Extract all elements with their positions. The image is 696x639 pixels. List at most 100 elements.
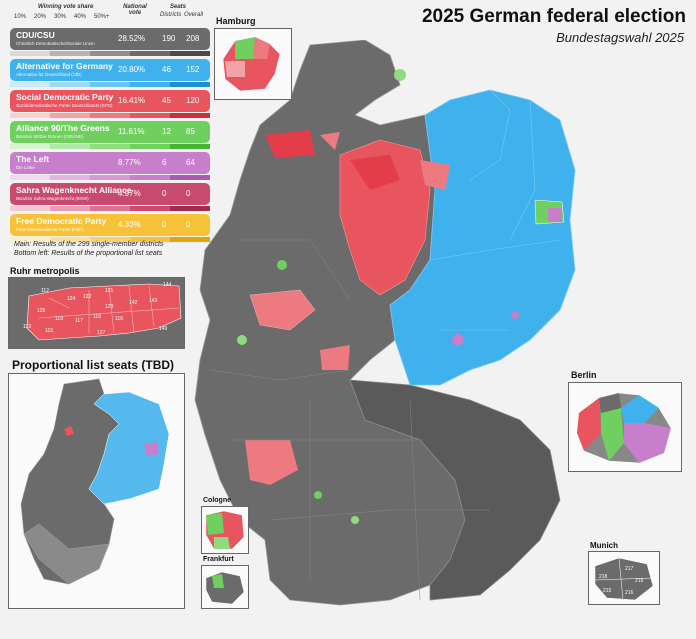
hamburg-label: Hamburg	[216, 16, 256, 26]
munich-label: Munich	[590, 541, 618, 550]
ruhr-district-label: 149	[159, 326, 168, 332]
legend-shade-swatch	[170, 237, 210, 242]
legend-shade-swatch	[130, 237, 170, 242]
legend-party-overall: 85	[186, 127, 195, 136]
legend-party-6: Free Democratic Party Freie Demokratische…	[10, 214, 210, 236]
legend-party-overall: 0	[186, 220, 191, 229]
legend-party-districts: 190	[162, 34, 176, 43]
legend-shade-bar	[10, 51, 210, 56]
legend-shade-swatch	[170, 206, 210, 211]
map-subtitle: Bundestagswahl 2025	[556, 30, 684, 45]
legend-shade-bar	[10, 82, 210, 87]
legend-shade-bar	[10, 237, 210, 242]
ruhr-district-label: 115	[45, 328, 53, 334]
munich-district-label: 217	[625, 566, 634, 572]
legend-party-name: Sahra Wagenknecht Alliance	[16, 185, 132, 195]
legend-shade-swatch	[90, 144, 130, 149]
legend-shade-swatch	[90, 51, 130, 56]
legend-shade-swatch	[50, 144, 90, 149]
cologne-inset[interactable]	[201, 506, 249, 554]
ruhr-label: Ruhr metropolis	[10, 266, 80, 276]
legend-party-overall: 152	[186, 65, 200, 74]
ruhr-district-label: 119	[55, 316, 63, 322]
legend-party-districts: 12	[162, 127, 171, 136]
legend-shade-swatch	[130, 206, 170, 211]
berlin-label: Berlin	[571, 370, 597, 380]
ruhr-district-label: 142	[129, 300, 138, 306]
legend-shade-swatch	[10, 51, 50, 56]
frankfurt-inset[interactable]	[201, 565, 249, 609]
legend-shade-swatch	[130, 82, 170, 87]
legend-shade-swatch	[10, 206, 50, 211]
ruhr-district-label: 113	[23, 324, 31, 330]
legend-shade-swatch	[130, 144, 170, 149]
legend-shade-swatch	[170, 175, 210, 180]
legend-shade-bar	[10, 175, 210, 180]
legend-party-4: The Left Die Linke 8.77% 6 64	[10, 152, 210, 174]
legend-shade-swatch	[10, 144, 50, 149]
legend-share-header: Winning vote share	[38, 4, 94, 10]
frankfurt-label: Frankfurt	[203, 556, 234, 563]
legend-party-share: 28.52%	[118, 34, 146, 43]
legend-party-3: Alliance 90/The Greens Bündnis 90/Die Grü…	[10, 121, 210, 143]
legend-party-local: Sozialdemokratische Partei Deutschlands …	[16, 103, 113, 108]
legend-party-share: 4.97%	[118, 189, 141, 198]
legend-shade-swatch	[50, 113, 90, 118]
legend-party-name: CDU/CSU	[16, 30, 55, 40]
cologne-label: Cologne	[203, 497, 231, 504]
legend-shade-swatch	[170, 144, 210, 149]
legend-party-local: Bündnis 90/Die Grünen (GRÜNE)	[16, 134, 84, 139]
legend-shade-bar	[10, 113, 210, 118]
legend-party-2: Social Democratic Party Sozialdemokratisc…	[10, 90, 210, 112]
main-map[interactable]	[190, 39, 580, 615]
legend-shade-swatch	[130, 113, 170, 118]
legend-shade-swatch	[10, 82, 50, 87]
legend-shade-swatch	[10, 113, 50, 118]
berlin-inset[interactable]	[568, 382, 682, 472]
legend-party-local: Bündnis Sahra Wagenknecht (BSW)	[16, 196, 89, 201]
legend-seats-header: Seats	[170, 4, 187, 10]
legend-party-0: CDU/CSU Christlich Demokratische/Soziale …	[10, 28, 210, 50]
legend-shade-swatch	[10, 175, 50, 180]
legend-party-districts: 46	[162, 65, 171, 74]
note-bottom: Bottom left: Results of the proportional…	[14, 250, 163, 257]
legend-shade-swatch	[90, 175, 130, 180]
munich-district-label: 216	[625, 590, 634, 596]
munich-inset[interactable]: 217 218 219 215 216	[588, 551, 660, 605]
legend-party-local: Freie Demokratische Partei (FDP)	[16, 227, 84, 232]
ruhr-district-label: 124	[67, 296, 76, 302]
legend-scale-50: 50%+	[94, 14, 110, 20]
ruhr-inset[interactable]: 112 124 122 121 144 143 142 120 125 119 117 118 116 1…	[8, 277, 185, 349]
legend-overall-header: Overall	[184, 12, 204, 18]
legend-shade-swatch	[50, 82, 90, 87]
legend-party-share: 11.61%	[118, 127, 145, 136]
legend-shade-swatch	[10, 237, 50, 242]
legend-party-districts: 6	[162, 158, 167, 167]
legend-party-overall: 64	[186, 158, 195, 167]
legend-party-overall: 0	[186, 189, 191, 198]
legend-scale-40: 40%	[74, 14, 87, 20]
legend-scale-30: 30%	[54, 14, 67, 20]
map-title: 2025 German federal election	[421, 6, 686, 27]
legend-shade-bar	[10, 144, 210, 149]
legend-party-overall: 208	[186, 34, 200, 43]
legend-party-local: Alternative für Deutschland (AfD)	[16, 72, 82, 77]
legend-shade-swatch	[90, 113, 130, 118]
legend-shade-swatch	[90, 82, 130, 87]
legend-party-5: Sahra Wagenknecht Alliance Bündnis Sahra …	[10, 183, 210, 205]
legend-shade-swatch	[90, 206, 130, 211]
legend-party-local: Die Linke	[16, 165, 35, 170]
legend-shade-swatch	[50, 237, 90, 242]
legend-districts-header: Districts	[160, 12, 182, 18]
legend-party-name: The Left	[16, 154, 50, 164]
legend-party-share: 16.41%	[118, 96, 146, 105]
munich-district-label: 215	[603, 588, 612, 594]
legend-shade-swatch	[170, 113, 210, 118]
legend-shade-swatch	[130, 51, 170, 56]
ruhr-district-label: 144	[163, 282, 172, 288]
ruhr-district-label: 122	[83, 294, 92, 300]
hamburg-inset[interactable]	[214, 28, 292, 100]
ruhr-district-label: 118	[93, 314, 101, 320]
legend-party-name: Free Democratic Party	[16, 216, 107, 226]
proportional-inset[interactable]	[8, 373, 185, 609]
